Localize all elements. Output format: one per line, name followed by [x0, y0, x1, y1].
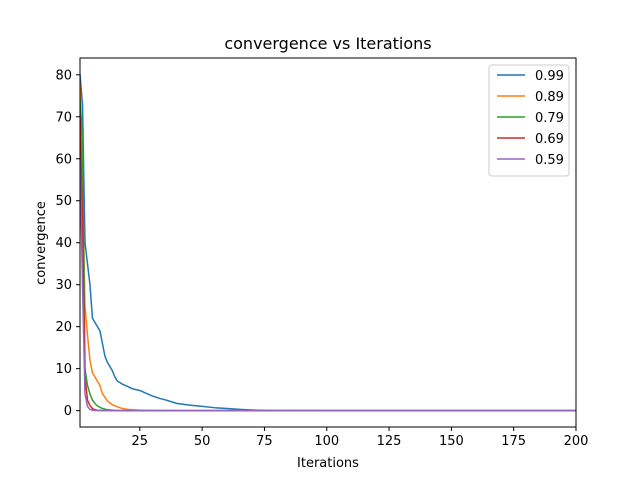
x-axis-title: Iterations: [297, 456, 359, 471]
chart-title: convergence vs Iterations: [224, 34, 431, 53]
y-tick-label: 60: [55, 152, 72, 167]
series-lines: [80, 73, 576, 412]
y-tick-label: 0: [64, 404, 72, 419]
y-tick-label: 30: [55, 278, 72, 293]
x-tick-label: 25: [132, 434, 149, 449]
y-tick-label: 40: [55, 236, 72, 251]
x-tick-label: 100: [314, 434, 339, 449]
legend-label: 0.59: [535, 153, 564, 168]
series-line-0-59: [80, 157, 576, 412]
x-tick-label: 150: [439, 434, 464, 449]
x-tick-label: 50: [194, 434, 211, 449]
x-tick-label: 200: [564, 434, 589, 449]
y-tick-label: 80: [55, 68, 72, 83]
x-tick-label: 125: [377, 434, 402, 449]
y-tick-label: 20: [55, 320, 72, 335]
legend-label: 0.89: [535, 90, 564, 105]
y-axis-title: convergence: [34, 201, 49, 285]
legend-box: [488, 64, 570, 177]
legend-label: 0.69: [535, 132, 564, 147]
x-tick-label: 175: [501, 434, 526, 449]
series-line-0-99: [80, 73, 576, 412]
legend-label: 0.99: [535, 69, 564, 84]
legend-label: 0.79: [535, 111, 564, 126]
y-tick-label: 70: [55, 110, 72, 125]
y-tick-label: 50: [55, 194, 72, 209]
x-tick-label: 75: [256, 434, 273, 449]
y-tick-label: 10: [55, 362, 72, 377]
legend: 0.99 0.89 0.79 0.69 0.59: [488, 64, 570, 177]
axes: 25 50 75 100 125 150 175 200 0 10 20 30 40 50 60 70 80: [55, 57, 589, 449]
